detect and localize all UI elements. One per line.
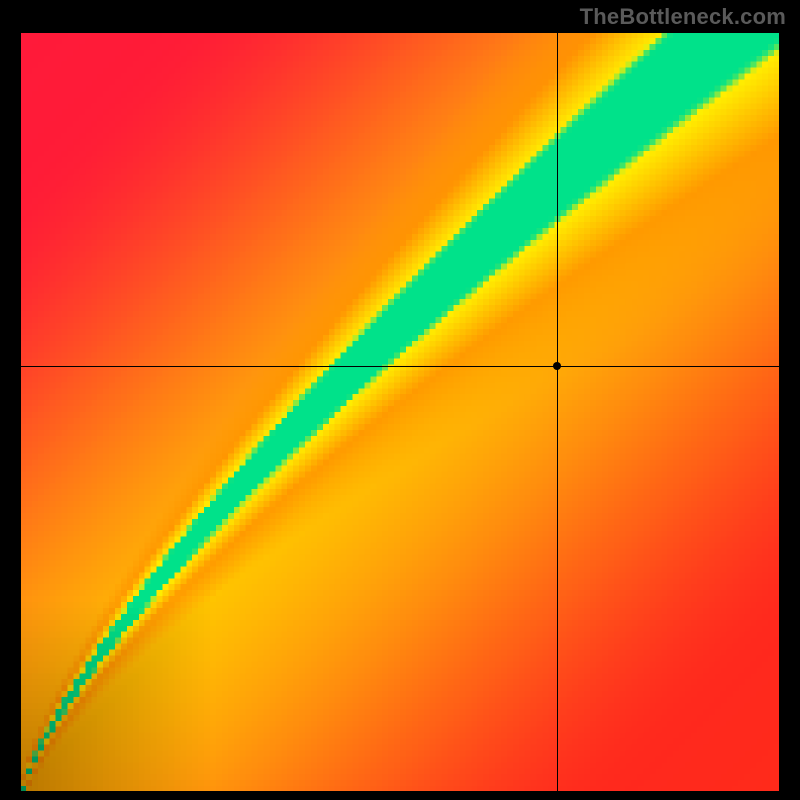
crosshair-horizontal [20, 366, 780, 367]
chart-container: { "watermark_text": "TheBottleneck.com",… [0, 0, 800, 800]
crosshair-marker [553, 362, 561, 370]
crosshair-vertical [557, 32, 558, 792]
heatmap-canvas [20, 32, 780, 792]
watermark-text: TheBottleneck.com [580, 4, 786, 30]
